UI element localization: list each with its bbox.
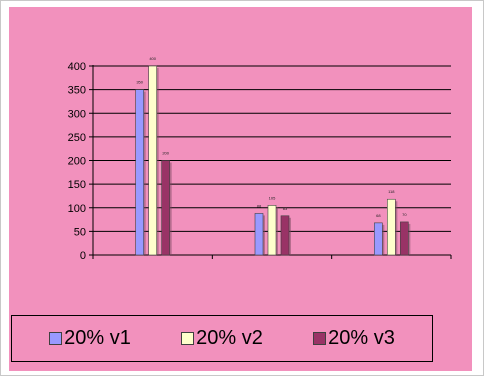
bar xyxy=(267,205,277,256)
data-label: 118 xyxy=(388,189,395,194)
data-label: 68 xyxy=(376,213,381,218)
y-tick-label: 150 xyxy=(68,179,86,191)
y-tick-label: 300 xyxy=(68,108,86,120)
y-tick-label: 400 xyxy=(68,61,86,73)
legend-item-3: 20% v3 xyxy=(313,327,395,350)
legend-label-3: 20% v3 xyxy=(328,327,395,349)
chart-area: 0 50 100 150 200 250 300 350 400 350 400 200 88 105 83… xyxy=(9,7,472,371)
y-tick-label: 0 xyxy=(80,250,86,262)
bar xyxy=(254,213,264,256)
chart-legend: 20% v1 20% v2 20% v3 xyxy=(11,315,433,362)
legend-label-1: 20% v1 xyxy=(64,327,131,349)
bar xyxy=(374,222,383,256)
legend-item-2: 20% v2 xyxy=(181,327,263,350)
data-label: 88 xyxy=(257,203,262,208)
bar-chart: 0 50 100 150 200 250 300 350 400 350 400 200 88 105 83… xyxy=(68,56,452,262)
data-label: 83 xyxy=(283,206,288,211)
bar xyxy=(400,221,409,256)
legend-item-1: 20% v1 xyxy=(49,327,131,350)
legend-swatch-2 xyxy=(181,332,195,345)
legend-label-2: 20% v2 xyxy=(196,327,263,349)
bar xyxy=(280,215,290,256)
legend-swatch-3 xyxy=(313,332,327,345)
bar xyxy=(148,65,157,256)
data-label: 200 xyxy=(162,151,169,156)
data-label: 350 xyxy=(136,80,143,85)
data-label: 400 xyxy=(149,56,156,61)
y-tick-label: 200 xyxy=(68,156,86,168)
bar xyxy=(161,160,170,256)
y-tick-label: 100 xyxy=(68,203,86,215)
y-tick-label: 50 xyxy=(74,226,86,238)
data-label: 70 xyxy=(402,212,407,217)
y-tick-label: 250 xyxy=(68,132,86,144)
bar xyxy=(387,198,396,256)
legend-swatch-1 xyxy=(49,332,63,345)
data-label: 105 xyxy=(269,195,276,200)
bar xyxy=(135,89,144,256)
y-tick-label: 350 xyxy=(68,85,86,97)
